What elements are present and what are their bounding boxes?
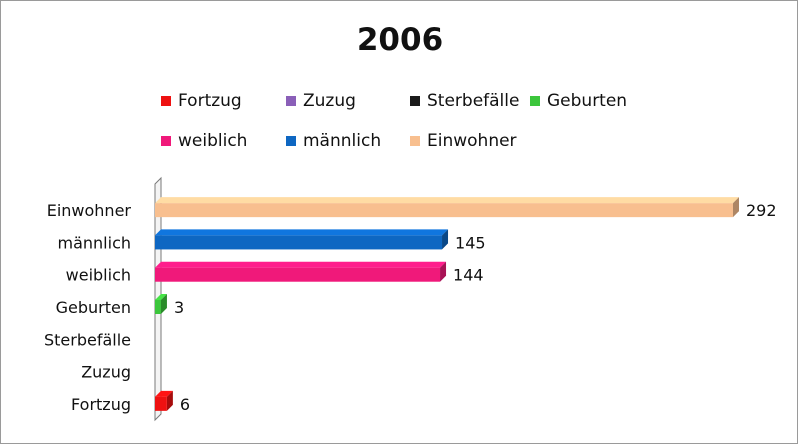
legend-label: Sterbefälle: [427, 91, 520, 111]
legend-item: Sterbefälle: [410, 91, 519, 111]
legend-label: Einwohner: [427, 131, 517, 151]
legend-swatch: [410, 136, 420, 146]
legend-label: männlich: [303, 131, 382, 151]
category-label: männlich: [58, 233, 132, 252]
legend-label: Geburten: [547, 91, 628, 111]
legend-item: Geburten: [530, 91, 627, 111]
bar-end: [440, 261, 447, 282]
bar-top: [155, 294, 167, 300]
legend-label: Zuzug: [303, 91, 356, 111]
bar-top: [155, 229, 449, 236]
legend-swatch: [286, 96, 296, 106]
bar-top: [155, 197, 739, 204]
legend-item: Fortzug: [161, 91, 242, 111]
bar-top: [155, 261, 447, 268]
bar: [155, 235, 443, 250]
data-label: 292: [746, 201, 777, 220]
legend-item: Einwohner: [410, 131, 517, 151]
bar: [155, 396, 167, 411]
data-label: 3: [174, 298, 184, 317]
legend-swatch: [530, 96, 540, 106]
legend-swatch: [161, 96, 171, 106]
bar-end: [166, 390, 173, 411]
category-label: Fortzug: [71, 395, 131, 414]
bar: [155, 300, 161, 314]
legend-item: weiblich: [161, 131, 247, 151]
legend-swatch: [161, 136, 171, 146]
legend-item: männlich: [286, 131, 381, 151]
category-label: Zuzug: [81, 363, 131, 382]
data-label: 6: [180, 395, 190, 414]
data-label: 144: [453, 266, 484, 285]
bar-end: [733, 197, 739, 218]
chart-title: 2006: [356, 22, 444, 58]
legend-swatch: [410, 96, 420, 106]
legend-item: Zuzug: [286, 91, 356, 111]
category-label: Sterbefälle: [44, 330, 131, 349]
legend-label: Fortzug: [178, 91, 242, 111]
bar-top: [155, 390, 173, 397]
bar: [155, 203, 733, 218]
bar-end: [160, 294, 167, 314]
data-label: 145: [455, 233, 486, 252]
bar-end: [442, 229, 449, 250]
legend-swatch: [286, 136, 296, 146]
bar: [155, 267, 441, 282]
legend-label: weiblich: [178, 131, 248, 151]
category-label: weiblich: [66, 266, 131, 285]
category-label: Einwohner: [47, 201, 132, 220]
category-label: Geburten: [56, 298, 131, 317]
